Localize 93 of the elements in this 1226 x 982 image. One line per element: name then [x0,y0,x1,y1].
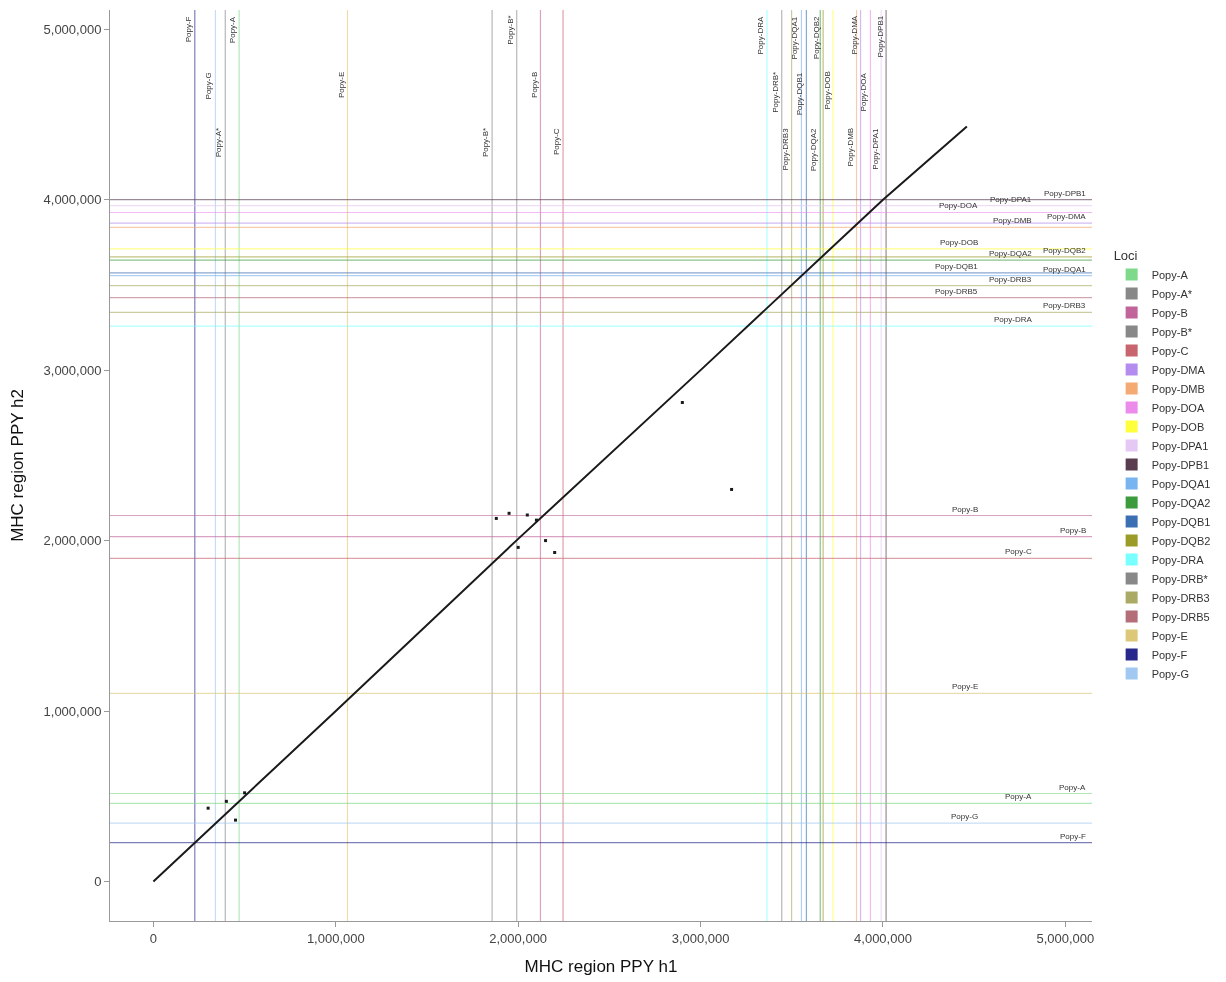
legend-label: Popy-DRB5 [1151,610,1210,623]
ref-line-label: Popy-DRB5 [935,287,978,296]
ref-line-label: Popy-DQB1 [795,72,805,116]
ref-line-label: Popy-A [228,16,238,44]
ref-line-label: Popy-A [1059,783,1086,792]
legend-label: Popy-DQA1 [1151,477,1211,490]
ref-line-label: Popy-E [952,682,979,691]
ref-line-label: Popy-E [336,71,346,98]
legend-title: Loci [1113,247,1138,263]
point [730,487,734,491]
ref-line-label: Popy-F [184,16,194,43]
legend-label: Popy-DMA [1151,363,1206,376]
ref-line-label: Popy-DOB [940,238,979,247]
legend-label: Popy-DRB3 [1151,591,1210,604]
point [544,539,548,543]
ref-line-label: Popy-C [552,128,562,156]
legend-label: Popy-DPA1 [1151,439,1209,452]
ref-line-label: Popy-DRA [756,16,766,55]
y-axis-title: MHC region PPY h2 [8,389,28,542]
legend-label: Popy-B* [1151,325,1193,338]
ref-line-label: Popy-DOB [822,71,832,110]
y-tick-label: 0 [94,874,102,890]
ref-line-label: Popy-C [1005,547,1032,556]
x-tick-label: 0 [149,930,158,946]
x-tick-label: 5,000,000 [1036,930,1095,946]
legend-label: Popy-A [1151,268,1189,281]
ref-line-label: Popy-DQB1 [935,262,979,271]
ref-line-label: Popy-DMB [845,127,855,167]
legend-label: Popy-DRB* [1151,572,1209,585]
ref-line-label: Popy-DOA [859,72,869,112]
ref-line-label: Popy-B* [481,127,491,158]
ref-line-label: Popy-A* [214,127,224,158]
ref-line-label: Popy-B [952,505,979,514]
y-tick-label: 3,000,000 [43,362,102,378]
legend-label: Popy-DPB1 [1151,458,1210,471]
point [233,818,237,822]
point [680,401,684,405]
x-tick-label: 1,000,000 [306,930,365,946]
ref-line-label: Popy-DPA1 [870,127,880,170]
point [553,551,557,555]
legend-label: Popy-E [1151,629,1188,642]
ref-line-label: Popy-B [1060,526,1087,535]
legend-label: Popy-B [1151,306,1188,319]
ref-line-label: Popy-DQA2 [809,128,819,172]
point [243,791,247,795]
legend-label: Popy-F [1151,648,1188,661]
ref-line-label: Popy-DOA [939,201,978,210]
ref-line-label: Popy-B* [505,15,515,45]
legend-label: Popy-DRA [1151,553,1205,566]
ref-line-label: Popy-DMA [1047,212,1087,221]
ref-line-label: Popy-DQB2 [1043,246,1087,255]
ref-line-label: Popy-DMA [849,15,859,55]
ref-line-label: Popy-B [529,71,539,98]
legend-label: Popy-DOA [1151,401,1205,414]
ref-line-label: Popy-DRB3 [780,127,790,171]
x-tick-label: 4,000,000 [854,930,912,946]
ref-line-label: Popy-G [951,812,979,821]
point [516,545,520,549]
legend-label: Popy-DQB1 [1151,515,1211,528]
x-tick-label: 2,000,000 [489,930,548,946]
legend-label: Popy-A* [1151,287,1193,300]
point [224,799,228,803]
ref-line-label: Popy-DMB [993,216,1032,225]
ref-line-label: Popy-DPB1 [875,15,885,58]
point [494,516,498,520]
ref-line-label: Popy-DQA1 [790,16,800,60]
legend-label: Popy-DOB [1151,420,1205,433]
ref-line-label: Popy-DRB* [770,71,780,113]
legend-label: Popy-DQA2 [1151,496,1211,509]
ref-line-label: Popy-DPB1 [1044,189,1087,198]
ref-line-label: Popy-F [1060,832,1086,841]
point [507,511,511,515]
ref-line-label: Popy-DQA1 [1043,265,1087,274]
ref-line-label: Popy-DQA2 [989,249,1033,258]
ref-line-label: Popy-A [1005,792,1032,801]
y-tick-label: 1,000,000 [43,703,102,719]
legend-label: Popy-DQB2 [1151,534,1211,547]
ref-line-label: Popy-G [204,72,214,100]
y-tick-label: 4,000,000 [43,192,102,208]
x-axis-title: MHC region PPY h1 [524,957,678,976]
legend-label: Popy-C [1151,344,1189,357]
point [525,513,529,517]
ref-line-label: Popy-DRA [994,315,1033,324]
legend-label: Popy-G [1151,667,1189,680]
point [534,518,538,522]
legend-label: Popy-DMB [1151,382,1205,395]
ref-line-label: Popy-DRB3 [989,275,1032,284]
ref-line-label: Popy-DQB2 [812,15,822,60]
ref-line-label: Popy-DRB3 [1043,301,1086,310]
x-tick-label: 3,000,000 [671,930,730,946]
point [206,806,210,810]
y-tick-label: 2,000,000 [43,533,102,549]
y-tick-label: 5,000,000 [43,21,102,37]
